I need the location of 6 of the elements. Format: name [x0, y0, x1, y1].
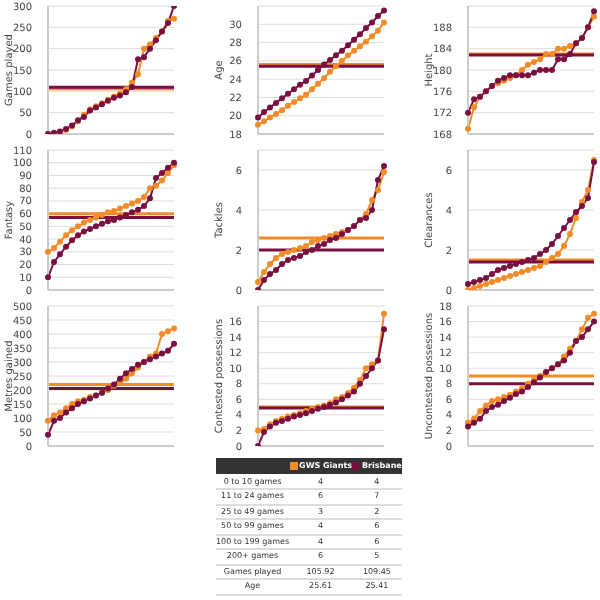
line-series: [45, 340, 177, 438]
line-series: [45, 325, 177, 424]
line-series: [45, 162, 177, 255]
line-series: [45, 159, 177, 281]
line-series: [255, 19, 387, 128]
line-series: [255, 7, 387, 121]
